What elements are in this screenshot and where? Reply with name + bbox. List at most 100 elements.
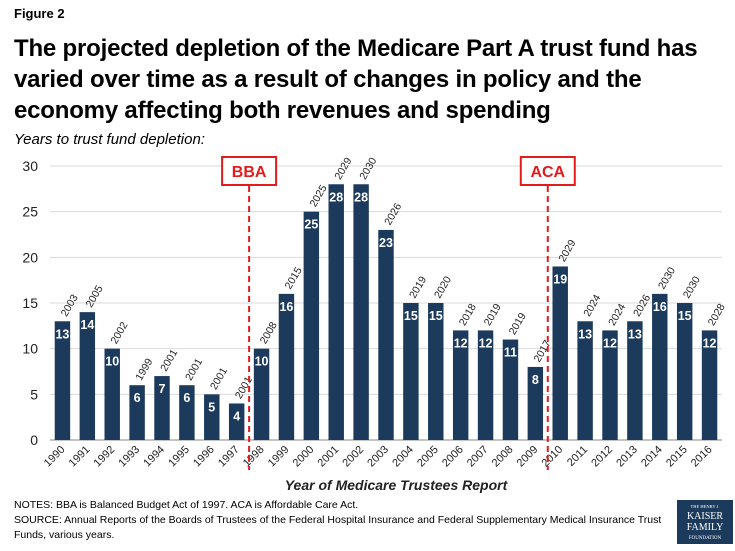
bar [253, 348, 270, 440]
x-tick-label: 1994 [141, 444, 167, 470]
bar-value-label: 25 [304, 218, 318, 232]
bar [452, 330, 469, 440]
x-tick-label: 2015 [664, 444, 690, 470]
bar-value-label: 7 [159, 382, 166, 396]
annotation-box [519, 156, 576, 186]
bar [527, 366, 544, 440]
depletion-year-label: 2001 [183, 356, 205, 382]
bar-value-label: 10 [105, 355, 119, 369]
x-tick-label: 2002 [340, 444, 366, 470]
source-text: SOURCE: Annual Reports of the Boards of … [14, 514, 662, 541]
depletion-year-label: 2025 [308, 183, 330, 209]
depletion-year-label: 2005 [84, 283, 106, 309]
depletion-year-label: 2001 [208, 365, 230, 391]
bar [154, 376, 170, 440]
bar [179, 385, 195, 440]
figure-label: Figure 2 [14, 6, 65, 21]
depletion-year-label: 2017 [532, 338, 554, 364]
bar-value-label: 28 [354, 190, 368, 204]
bar [652, 293, 668, 440]
bar-value-label: 12 [703, 336, 717, 350]
depletion-year-label: 2002 [108, 320, 130, 346]
x-tick-label: 2004 [390, 444, 416, 470]
bar-value-label: 13 [628, 327, 642, 341]
x-tick-label: 2005 [415, 444, 441, 470]
x-tick-label: 2009 [515, 444, 541, 470]
bar [428, 303, 444, 440]
x-tick-label: 2012 [589, 444, 615, 470]
bar-value-label: 12 [479, 336, 493, 350]
bar [228, 403, 245, 440]
chart-title: The projected depletion of the Medicare … [14, 35, 698, 124]
y-tick-label: 0 [30, 432, 38, 448]
bar-value-label: 16 [279, 300, 293, 314]
notes-text: NOTES: BBA is Balanced Budget Act of 199… [14, 499, 359, 511]
bar-value-label: 11 [504, 346, 517, 360]
bar [328, 184, 344, 440]
depletion-year-label: 2024 [581, 292, 603, 318]
bar [104, 348, 120, 440]
x-tick-label: 1991 [67, 444, 93, 470]
depletion-year-label: 2019 [407, 274, 429, 300]
x-tick-label: 2010 [540, 444, 566, 470]
bar-chart: 0510152025301320031990142005199110200219… [22, 155, 728, 493]
bar-value-label: 15 [678, 309, 692, 323]
bar [502, 339, 519, 440]
bar-value-label: 13 [55, 327, 69, 341]
bar-value-label: 13 [578, 327, 592, 341]
bar [303, 211, 320, 440]
x-tick-label: 2003 [365, 444, 391, 470]
y-tick-label: 30 [22, 158, 38, 174]
bar [403, 303, 419, 440]
x-tick-label: 2014 [639, 444, 665, 470]
y-tick-label: 25 [22, 204, 38, 220]
bar [701, 330, 718, 440]
depletion-year-label: 2028 [706, 302, 728, 328]
x-tick-label: 1998 [241, 444, 267, 470]
y-tick-label: 20 [22, 249, 38, 265]
x-tick-label: 1995 [166, 444, 192, 470]
svg-text:KAISER: KAISER [687, 511, 723, 522]
bar [79, 312, 96, 440]
y-tick-label: 10 [22, 341, 38, 357]
depletion-year-label: 2030 [656, 265, 678, 291]
bar [676, 303, 693, 440]
depletion-year-label: 2008 [258, 320, 280, 346]
bar-value-label: 4 [233, 409, 240, 423]
svg-text:FAMILY: FAMILY [687, 522, 724, 533]
depletion-year-label: 2001 [233, 375, 255, 401]
bar [204, 394, 220, 440]
notes-block: NOTES: BBA is Balanced Budget Act of 199… [14, 498, 674, 543]
x-tick-label: 2007 [465, 444, 491, 470]
x-tick-label: 1999 [266, 444, 292, 470]
depletion-year-label: 2030 [681, 274, 703, 300]
x-tick-label: 2006 [440, 444, 466, 470]
bar-value-label: 8 [532, 373, 539, 387]
depletion-year-label: 2019 [507, 311, 529, 337]
bar [552, 266, 568, 440]
depletion-year-label: 2024 [606, 302, 628, 328]
depletion-year-label: 2026 [631, 292, 653, 318]
bar-value-label: 15 [429, 309, 443, 323]
x-tick-label: 1990 [42, 444, 68, 470]
bar [278, 293, 295, 440]
annotation-label: BBA [232, 164, 267, 181]
svg-text:THE HENRY J.: THE HENRY J. [691, 504, 720, 509]
depletion-year-label: 2018 [457, 302, 479, 328]
x-tick-label: 2011 [565, 444, 590, 469]
x-tick-label: 2016 [689, 444, 715, 470]
bar [129, 385, 145, 440]
bar-value-label: 5 [208, 400, 215, 414]
bar-value-label: 28 [329, 190, 343, 204]
x-axis-title: Year of Medicare Trustees Report [285, 477, 509, 493]
bar-value-label: 23 [379, 236, 393, 250]
bar-value-label: 15 [404, 309, 418, 323]
depletion-year-label: 2019 [482, 302, 504, 328]
depletion-year-label: 2029 [332, 155, 354, 181]
depletion-year-label: 2015 [283, 265, 305, 291]
bar [577, 321, 593, 440]
y-tick-label: 5 [30, 386, 38, 402]
x-tick-label: 1996 [191, 444, 217, 470]
depletion-year-label: 1999 [133, 356, 155, 382]
y-tick-label: 15 [22, 295, 38, 311]
